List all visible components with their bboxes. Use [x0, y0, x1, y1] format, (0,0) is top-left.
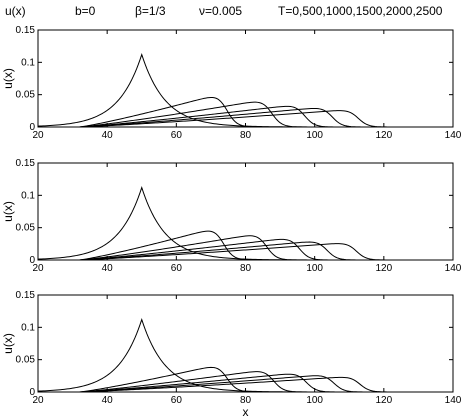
x-tick-label: 100 — [306, 263, 323, 274]
x-tick-label: 60 — [171, 395, 183, 406]
y-axis-label: u(x) — [1, 201, 15, 222]
y-tick-label: 0.15 — [16, 290, 36, 301]
title-function: u(x) — [5, 4, 26, 18]
x-axis-label: x — [243, 405, 249, 419]
y-tick-label: 0.15 — [16, 25, 36, 36]
panels: 20 40 60 80 100 120 140 0 0.05 0.1 0.15 u(x) 20 40 60 8… — [1, 25, 462, 419]
x-tick-label: 80 — [240, 130, 252, 141]
x-tick-label: 120 — [375, 395, 392, 406]
plot-frame — [37, 162, 454, 261]
curve-T-500 — [38, 96, 453, 128]
y-tick-label: 0.1 — [21, 322, 35, 333]
curve-T-0 — [37, 186, 453, 261]
x-tick-label: 20 — [32, 395, 44, 406]
curve-T-2500 — [38, 110, 453, 128]
x-tick-label: 120 — [375, 263, 392, 274]
y-tick-label: 0 — [29, 122, 35, 133]
x-tick-label: 140 — [445, 130, 462, 141]
curve-T-500 — [38, 230, 453, 261]
figure-title: u(x) b=0 β=1/3 ν=0.005 T=0,500,1000,1500… — [5, 4, 443, 18]
y-tick-label: 0 — [29, 387, 35, 398]
y-tick-label: 0.05 — [16, 90, 36, 101]
y-axis-label: u(x) — [1, 333, 15, 354]
curve-T-2500 — [38, 376, 453, 393]
chart-panel-1: 20 40 60 80 100 120 140 0 0.05 0.1 0.15 u(x) — [1, 25, 462, 141]
y-tick-label: 0.15 — [16, 158, 36, 169]
y-tick-label: 0 — [29, 255, 35, 266]
chart-panel-2: 20 40 60 80 100 120 140 0 0.05 0.1 0.15 u(x) — [1, 158, 462, 274]
chart-panel-3: 20 40 60 80 100 120 140 0 0.05 0.1 0.15 u(x) x — [1, 290, 462, 419]
title-times: T=0,500,1000,1500,2000,2500 — [278, 4, 443, 18]
x-tick-label: 60 — [171, 263, 183, 274]
x-tick-label: 120 — [375, 130, 392, 141]
x-tick-label: 40 — [102, 130, 114, 141]
title-beta: β=1/3 — [135, 4, 166, 18]
x-tick-label: 100 — [306, 395, 323, 406]
x-tick-label: 60 — [171, 130, 183, 141]
x-tick-label: 40 — [102, 395, 114, 406]
x-tick-label: 20 — [32, 130, 44, 141]
x-tick-label: 20 — [32, 263, 44, 274]
x-tick-label: 140 — [445, 395, 462, 406]
y-tick-label: 0.1 — [21, 57, 35, 68]
curve-T-0 — [37, 53, 453, 128]
x-tick-label: 100 — [306, 130, 323, 141]
title-nu: ν=0.005 — [199, 4, 242, 18]
plot-frame — [37, 29, 454, 128]
y-tick-label: 0.05 — [16, 355, 36, 366]
x-tick-label: 140 — [445, 263, 462, 274]
curve-T-2500 — [38, 243, 453, 261]
y-tick-label: 0.05 — [16, 223, 36, 234]
y-axis-label: u(x) — [1, 68, 15, 89]
title-b: b=0 — [75, 4, 96, 18]
x-tick-label: 80 — [240, 263, 252, 274]
y-tick-label: 0.1 — [21, 190, 35, 201]
x-tick-label: 80 — [240, 395, 252, 406]
x-tick-label: 40 — [102, 263, 114, 274]
plot-frame — [37, 294, 454, 393]
